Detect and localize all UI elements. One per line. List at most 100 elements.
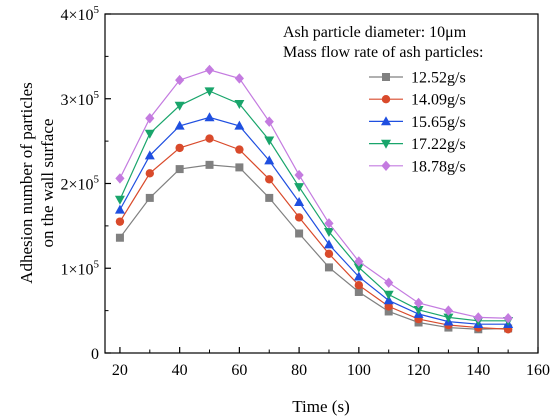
data-point	[115, 217, 125, 226]
legend-title-flow-rate: Mass flow rate of ash particles:	[283, 44, 483, 61]
y-tick-label: 3×105	[60, 89, 99, 109]
y-tick-label: 2×105	[60, 174, 99, 194]
data-point	[264, 136, 275, 146]
data-point	[324, 249, 334, 259]
plot-area	[105, 14, 538, 353]
data-point	[174, 120, 185, 130]
y-tick-label: 4×105	[60, 4, 99, 24]
y-tick-label: 1×105	[60, 258, 99, 278]
data-point	[145, 113, 155, 124]
legend-marker	[381, 160, 391, 171]
series-line	[119, 69, 509, 319]
data-point	[175, 165, 184, 174]
data-point	[204, 87, 215, 97]
x-tick-label: 40	[172, 362, 188, 379]
data-point	[174, 101, 185, 111]
legend-marker	[381, 95, 391, 104]
data-point	[205, 134, 214, 143]
legend-item: 14.09g/s	[369, 92, 466, 109]
data-point	[443, 313, 454, 323]
series-layer	[114, 64, 514, 334]
legend-title-diameter: Ash particle diameter: 10μm	[283, 24, 467, 41]
data-point	[264, 155, 275, 165]
x-tick-label: 140	[466, 362, 490, 379]
legend-label: 17.22g/s	[411, 136, 466, 153]
series-line	[119, 164, 509, 330]
data-point	[144, 129, 155, 139]
data-point	[205, 160, 214, 169]
legend: Ash particle diameter: 10μm Mass flow ra…	[283, 24, 483, 175]
data-point	[353, 271, 364, 281]
data-point	[114, 204, 125, 214]
legend-label: 18.78g/s	[411, 158, 466, 175]
data-point	[324, 263, 333, 272]
data-point	[115, 173, 125, 184]
x-axis-ticks: 20 40 60 80 100 120 140 160	[112, 347, 550, 379]
data-point	[354, 281, 364, 290]
data-point	[383, 290, 394, 300]
data-point	[204, 112, 215, 122]
legend-label: 12.52g/s	[411, 70, 466, 87]
data-point	[294, 183, 305, 193]
x-tick-label: 120	[407, 362, 431, 379]
data-point	[413, 305, 424, 315]
data-point	[175, 143, 184, 153]
data-point	[265, 193, 274, 202]
data-point	[145, 193, 154, 202]
series-line	[119, 116, 509, 325]
data-point	[324, 218, 334, 229]
data-point	[294, 213, 304, 222]
data-point	[323, 228, 334, 238]
data-point	[384, 307, 393, 316]
legend-item: 18.78g/s	[369, 158, 466, 175]
data-point	[235, 145, 244, 154]
data-point	[295, 229, 304, 238]
data-point	[354, 287, 363, 296]
data-point	[384, 302, 393, 311]
x-tick-label: 80	[291, 362, 307, 379]
data-point	[234, 100, 245, 110]
series-line	[119, 90, 509, 322]
data-point	[114, 195, 125, 205]
data-point	[115, 233, 124, 242]
data-point	[323, 239, 334, 249]
legend-item: 17.22g/s	[369, 136, 466, 153]
data-point	[144, 150, 155, 160]
data-point	[235, 163, 244, 172]
data-point	[503, 313, 513, 324]
y-tick-label: 0	[91, 346, 99, 363]
legend-item: 12.52g/s	[369, 70, 466, 87]
data-point	[265, 175, 274, 184]
legend-item: 15.65g/s	[369, 114, 466, 131]
x-axis-label: Time (s)	[292, 397, 349, 416]
data-point	[294, 169, 304, 181]
data-point	[353, 263, 364, 273]
data-point	[294, 196, 305, 206]
y-axis-label-line-1: Adhesion number of particles	[17, 82, 36, 284]
legend-marker	[381, 116, 391, 126]
data-point	[384, 277, 394, 288]
legend-items: 12.52g/s 14.09g/s 15.65g/s 17.22g/s 18.78g/s	[369, 70, 466, 175]
legend-label: 15.65g/s	[411, 114, 466, 131]
legend-label: 14.09g/s	[411, 92, 466, 109]
data-point	[234, 120, 245, 130]
legend-marker	[382, 73, 390, 81]
y-axis-ticks: 0 1×105 2×105 3×105 4×105	[60, 4, 111, 363]
data-point	[234, 73, 244, 84]
series-18.78g/s	[115, 64, 513, 324]
x-tick-label: 100	[347, 362, 371, 379]
data-point	[383, 295, 394, 305]
data-point	[354, 256, 364, 267]
x-tick-label: 160	[526, 362, 550, 379]
data-point	[175, 74, 185, 86]
x-tick-label: 20	[112, 362, 128, 379]
data-point	[413, 297, 424, 309]
data-point	[145, 169, 154, 178]
data-point	[204, 64, 215, 76]
data-point	[443, 305, 454, 316]
x-tick-label: 60	[231, 362, 247, 379]
data-point	[473, 312, 483, 323]
series-line	[119, 137, 509, 330]
y-axis-label-line-2: on the wall surface	[38, 119, 57, 248]
